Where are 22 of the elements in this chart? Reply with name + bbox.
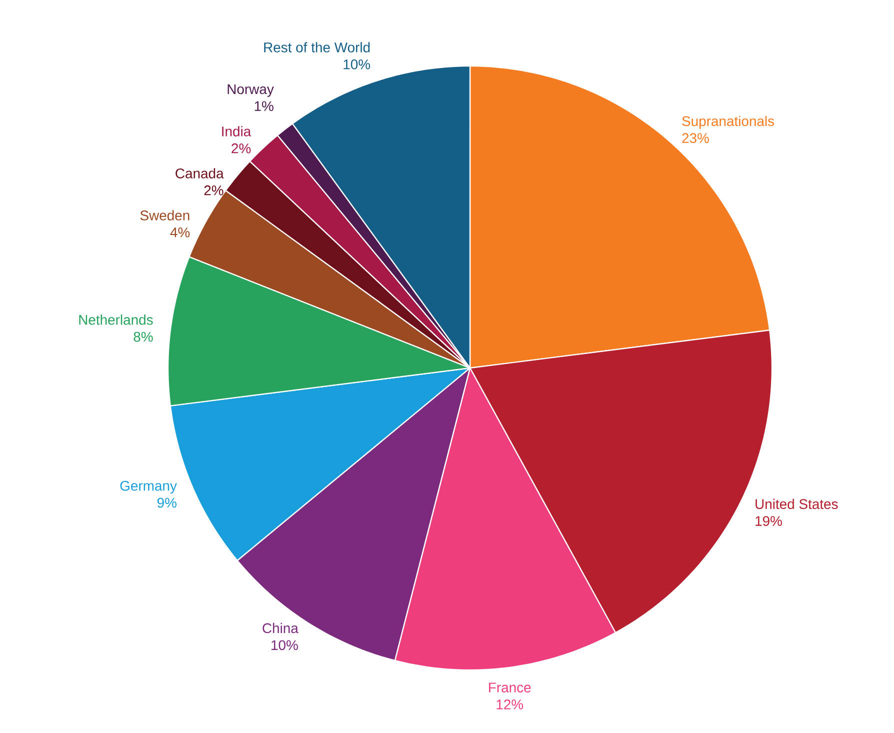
slice-label: Rest of the World xyxy=(264,42,370,52)
data-label: 19% xyxy=(756,516,782,526)
slice-label: Supranationals xyxy=(682,116,774,129)
slice-label: Canada xyxy=(176,168,224,178)
data-label: 10% xyxy=(272,640,298,650)
slice-label: Norway xyxy=(228,84,274,97)
slice-label: Sweden xyxy=(140,210,190,220)
data-label: 1% xyxy=(254,101,274,112)
slice-label: United States xyxy=(756,498,838,510)
data-label: 10% xyxy=(344,59,370,70)
data-label: 2% xyxy=(204,185,224,196)
slice-label: Germany xyxy=(120,480,177,494)
slice-label: China xyxy=(262,622,298,634)
slice-label: Netherlands xyxy=(79,314,153,325)
data-label: 8% xyxy=(134,332,153,342)
data-label: 12% xyxy=(496,699,524,710)
slice-label: India xyxy=(222,126,252,136)
data-label: 9% xyxy=(157,498,176,508)
slice-label: France xyxy=(489,682,531,692)
data-label: 23% xyxy=(682,133,709,144)
data-label: 2% xyxy=(232,143,251,154)
data-label: 4% xyxy=(170,227,190,238)
